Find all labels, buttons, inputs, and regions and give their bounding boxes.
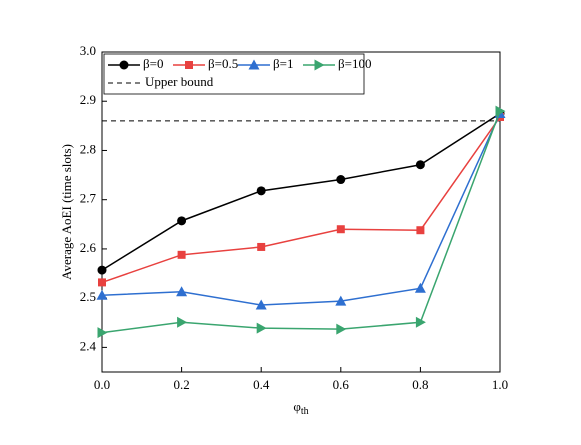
marker	[415, 160, 425, 170]
y-tick-label: 2.9	[80, 92, 96, 107]
y-tick-label: 3.0	[80, 43, 96, 58]
legend-label: β=100	[338, 56, 371, 71]
legend-label: Upper bound	[145, 74, 214, 89]
x-tick-label: 0.8	[412, 377, 428, 392]
y-tick-label: 2.6	[80, 240, 97, 255]
y-tick-label: 2.7	[80, 191, 97, 206]
x-axis-label-sub: th	[301, 406, 309, 417]
y-axis-label: Average AoEI (time slots)	[59, 144, 74, 280]
plot-frame	[101, 51, 501, 373]
series-line	[101, 113, 501, 306]
x-tick-label: 0.0	[94, 377, 110, 392]
marker	[119, 60, 129, 70]
marker	[256, 322, 267, 334]
marker	[495, 105, 506, 117]
marker	[336, 225, 345, 234]
marker	[97, 327, 108, 339]
legend-label: β=0	[143, 56, 163, 71]
x-axis-label: φth	[293, 399, 308, 417]
marker	[336, 175, 346, 185]
marker	[97, 265, 107, 275]
x-tick-label: 0.2	[173, 377, 189, 392]
series-line	[101, 112, 501, 271]
marker	[336, 323, 347, 335]
marker	[248, 59, 260, 70]
y-tick-label: 2.8	[80, 141, 96, 156]
marker	[256, 186, 266, 196]
series-line	[101, 116, 501, 284]
x-axis-label-base: φ	[293, 399, 301, 414]
marker	[416, 226, 425, 235]
marker	[257, 242, 266, 251]
marker	[96, 289, 108, 300]
marker	[414, 282, 426, 293]
y-tick-label: 2.4	[80, 338, 97, 353]
x-tick-label: 1.0	[492, 377, 508, 392]
x-tick-label: 0.6	[333, 377, 350, 392]
marker	[177, 250, 186, 259]
marker	[415, 316, 426, 328]
legend-label: β=0.5	[208, 56, 238, 71]
marker	[176, 286, 188, 297]
marker	[314, 59, 325, 71]
x-tick-label: 0.4	[253, 377, 270, 392]
marker	[255, 299, 267, 310]
marker	[177, 216, 187, 226]
marker	[185, 61, 193, 69]
legend-label: β=1	[273, 56, 293, 71]
marker	[335, 295, 347, 306]
marker	[98, 278, 106, 287]
legend-box	[103, 53, 365, 95]
marker	[177, 316, 188, 328]
series-line	[101, 110, 501, 334]
y-tick-label: 2.5	[80, 289, 96, 304]
